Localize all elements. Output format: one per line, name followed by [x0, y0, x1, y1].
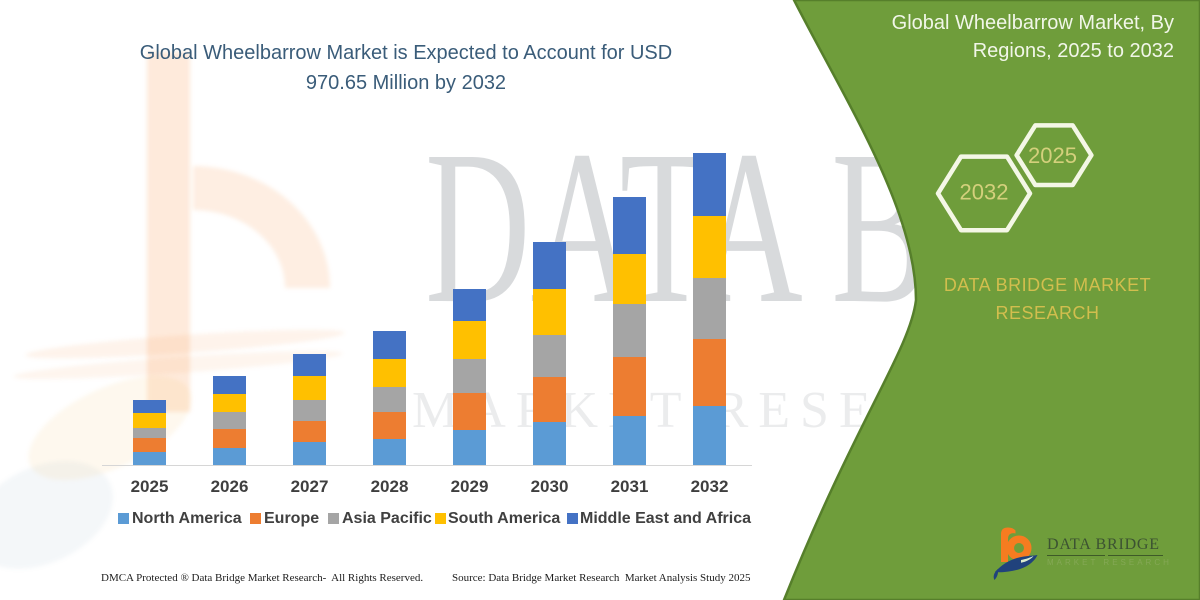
svg-text:2025: 2025 [1028, 143, 1077, 168]
svg-text:2032: 2032 [960, 180, 1009, 205]
